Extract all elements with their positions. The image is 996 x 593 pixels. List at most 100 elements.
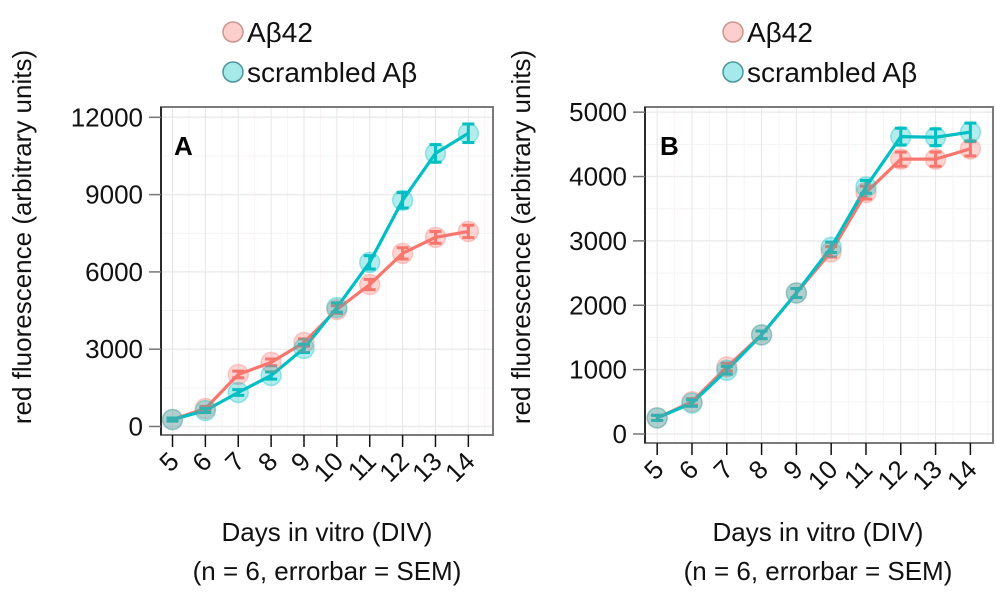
data-point-abeta42 [924,148,947,170]
legend-marker-scrambled [222,61,244,83]
legend: Aβ42 scrambled Aβ [222,17,417,88]
data-point-abeta42 [716,356,738,378]
data-point-scrambled [681,392,703,414]
x-tick-label: 5 [153,446,184,477]
data-point-abeta42 [358,273,381,296]
panel-label: B [660,131,679,161]
errorbar-scrambled [720,364,733,376]
legend: Aβ42 scrambled Aβ [722,17,917,88]
errorbar-scrambled [265,370,278,381]
errorbar-scrambled [232,388,245,397]
data-point-scrambled [260,364,282,387]
x-axis-note: (n = 6, errorbar = SEM) [193,556,462,586]
data-point-abeta42 [855,181,877,204]
errorbar-scrambled [755,329,768,341]
errorbar-scrambled [363,254,376,271]
errorbar-abeta42 [265,357,278,368]
errorbar-scrambled [651,413,664,422]
x-tick-label: 14 [439,446,481,488]
errorbar-scrambled [825,240,838,254]
data-point-scrambled [194,399,217,422]
y-tick-label: 3000 [569,226,627,256]
errorbar-scrambled [166,416,179,423]
x-tick-label: 10 [802,454,844,496]
data-point-scrambled [959,121,982,143]
data-point-scrambled [424,142,447,165]
series-line-scrambled [172,131,470,422]
errorbar-scrambled [297,342,310,355]
panel-b: Aβ42 scrambled Aβ 0 1000 2000 3000 4000 5000 5… [506,17,994,586]
panel-a: Aβ42 scrambled Aβ 0 3000 6000 9000 12000 5 6 7 8… [7,17,494,586]
data-point-abeta42 [785,282,808,304]
x-tick-label: 8 [252,446,283,477]
data-point-abeta42 [391,242,414,265]
y-axis-title: red fluorescence (arbitrary units) [7,50,37,424]
data-point-scrambled [227,381,249,404]
errorbar-abeta42 [232,369,245,380]
x-axis-title: Days in vitro (DIV) [222,517,433,547]
legend-label-scrambled: scrambled Aβ [247,57,417,88]
y-axis-title: red fluorescence (arbitrary units) [506,50,536,424]
data-point-abeta42 [681,391,703,413]
x-tick-label: 8 [742,454,773,485]
legend-label-abeta42: Aβ42 [247,17,313,48]
data-point-scrambled [391,189,414,212]
data-point-abeta42 [227,363,249,386]
legend-label-abeta42: Aβ42 [747,17,813,48]
x-tick-label: 9 [777,454,808,485]
legend-marker-scrambled [722,61,744,83]
legend-label-scrambled: scrambled Aβ [747,57,917,88]
data-point-scrambled [716,359,738,382]
y-tick-label: 12000 [71,102,143,132]
data-point-scrambled [890,125,912,148]
data-point-abeta42 [194,397,217,420]
y-tick-label: 4000 [569,162,627,192]
data-point-scrambled [924,126,947,149]
data-point-abeta42 [750,324,773,346]
y-tick-label: 5000 [569,97,627,127]
errorbar-scrambled [199,406,212,415]
errorbar-scrambled [330,301,343,314]
errorbar-scrambled [429,143,442,164]
legend-marker-abeta42 [722,21,744,43]
y-tick-label: 2000 [569,290,627,320]
data-point-abeta42 [890,148,912,170]
data-point-scrambled [326,296,348,319]
y-tick-label: 9000 [85,180,143,210]
errorbar-scrambled [929,127,942,148]
legend-marker-abeta42 [222,21,244,43]
data-point-abeta42 [326,298,348,321]
data-point-scrambled [293,337,315,360]
x-tick-label: 6 [186,446,217,477]
data-point-scrambled [646,407,668,429]
data-point-abeta42 [293,331,315,354]
data-point-scrambled [161,408,184,431]
data-point-scrambled [358,251,381,274]
errorbar-abeta42 [363,277,376,292]
errorbar-scrambled [790,287,803,300]
x-tick-label: 7 [219,446,250,477]
data-point-scrambled [750,324,773,346]
data-point-scrambled [820,236,842,259]
data-point-abeta42 [260,351,282,374]
y-tick-label: 3000 [85,334,143,364]
errorbar-scrambled [685,398,698,408]
data-point-abeta42 [424,226,447,249]
panel-label: A [174,131,193,161]
series-line-scrambled [656,130,971,420]
errorbar-scrambled [396,191,409,210]
data-point-abeta42 [457,220,480,243]
errorbar-scrambled [894,126,907,147]
data-point-scrambled [785,282,808,304]
y-tick-label: 6000 [85,257,143,287]
errorbar-abeta42 [894,150,907,168]
data-point-scrambled [457,122,480,145]
data-point-abeta42 [646,407,668,429]
x-axis-note: (n = 6, errorbar = SEM) [684,556,953,586]
y-tick-label: 0 [613,419,627,449]
errorbar-abeta42 [929,150,942,168]
data-point-abeta42 [820,241,842,263]
